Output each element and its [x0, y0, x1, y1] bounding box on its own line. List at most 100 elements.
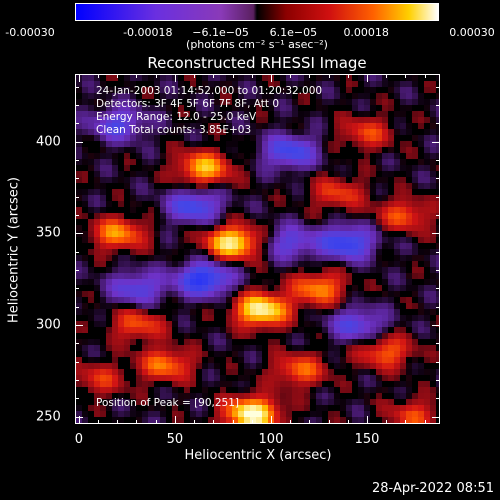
heatmap-cell	[340, 375, 346, 381]
heatmap-cell	[274, 249, 280, 255]
heatmap-cell	[160, 171, 166, 177]
heatmap-cell	[346, 243, 352, 249]
heatmap-cell	[190, 141, 196, 147]
axis-tick-mark	[436, 306, 440, 308]
heatmap-cell	[202, 417, 208, 423]
heatmap-cell	[424, 165, 430, 171]
heatmap-cell	[328, 129, 334, 135]
heatmap-cell	[136, 279, 142, 285]
heatmap-cell	[292, 375, 298, 381]
heatmap-cell	[436, 369, 439, 375]
heatmap-cell	[358, 207, 364, 213]
heatmap-cell	[112, 255, 118, 261]
heatmap-cell	[370, 75, 376, 81]
heatmap-cell	[280, 393, 286, 399]
heatmap-cell	[310, 291, 316, 297]
heatmap-cell	[298, 297, 304, 303]
heatmap-cell	[154, 195, 160, 201]
heatmap-cell	[418, 315, 424, 321]
axis-tick-mark	[75, 416, 83, 418]
heatmap-cell	[136, 243, 142, 249]
heatmap-cell	[184, 123, 190, 129]
heatmap-cell	[208, 333, 214, 339]
heatmap-cell	[406, 339, 412, 345]
heatmap-cell	[418, 99, 424, 105]
heatmap-cell	[178, 369, 184, 375]
heatmap-cell	[370, 387, 376, 393]
heatmap-cell	[76, 93, 82, 99]
heatmap-cell	[376, 213, 382, 219]
heatmap-cell	[106, 291, 112, 297]
heatmap-cell	[400, 387, 406, 393]
heatmap-cell	[238, 363, 244, 369]
heatmap-cell	[196, 81, 202, 87]
heatmap-cell	[304, 375, 310, 381]
heatmap-cell	[136, 351, 142, 357]
heatmap-cell	[154, 201, 160, 207]
heatmap-cell	[154, 261, 160, 267]
heatmap-cell	[160, 249, 166, 255]
heatmap-cell	[322, 321, 328, 327]
heatmap-cell	[118, 339, 124, 345]
heatmap-cell	[184, 87, 190, 93]
heatmap-cell	[430, 189, 436, 195]
heatmap-cell	[334, 261, 340, 267]
heatmap-cell	[202, 279, 208, 285]
heatmap-cell	[118, 141, 124, 147]
heatmap-cell	[376, 195, 382, 201]
heatmap-cell	[220, 153, 226, 159]
heatmap-cell	[328, 339, 334, 345]
heatmap-cell	[388, 345, 394, 351]
heatmap-cell	[82, 291, 88, 297]
heatmap-cell	[220, 327, 226, 333]
heatmap-cell	[286, 399, 292, 405]
heatmap-cell	[400, 345, 406, 351]
heatmap-cell	[202, 399, 208, 405]
axis-tick-mark	[136, 420, 138, 424]
heatmap-cell	[250, 99, 256, 105]
heatmap-cell	[388, 219, 394, 225]
heatmap-cell	[112, 351, 118, 357]
heatmap-cell	[220, 87, 226, 93]
heatmap-cell	[232, 309, 238, 315]
heatmap-cell	[214, 327, 220, 333]
heatmap-cell	[88, 237, 94, 243]
heatmap-cell	[394, 207, 400, 213]
heatmap-cell	[424, 315, 430, 321]
heatmap-cell	[292, 297, 298, 303]
heatmap-cell	[436, 357, 439, 363]
heatmap-cell	[94, 333, 100, 339]
heatmap-cell	[268, 177, 274, 183]
heatmap-cell	[148, 303, 154, 309]
heatmap-cell	[130, 195, 136, 201]
heatmap-cell	[382, 135, 388, 141]
heatmap-cell	[142, 285, 148, 291]
heatmap-cell	[400, 75, 406, 81]
heatmap-cell	[136, 87, 142, 93]
heatmap-cell	[232, 81, 238, 87]
heatmap-cell	[298, 315, 304, 321]
heatmap-cell	[262, 147, 268, 153]
heatmap-cell	[292, 279, 298, 285]
heatmap-cell	[196, 135, 202, 141]
heatmap-cell	[328, 399, 334, 405]
heatmap-cell	[82, 369, 88, 375]
heatmap-cell	[280, 237, 286, 243]
heatmap-cell	[100, 237, 106, 243]
heatmap-cell	[346, 201, 352, 207]
heatmap-cell	[136, 315, 142, 321]
heatmap-cell	[406, 279, 412, 285]
heatmap-cell	[238, 165, 244, 171]
heatmap-cell	[340, 315, 346, 321]
heatmap-cell	[244, 141, 250, 147]
heatmap-cell	[316, 147, 322, 153]
heatmap-cell	[184, 141, 190, 147]
heatmap-cell	[280, 267, 286, 273]
heatmap-cell	[400, 141, 406, 147]
heatmap-cell	[352, 255, 358, 261]
heatmap-cell	[424, 195, 430, 201]
heatmap-cell	[334, 303, 340, 309]
heatmap-cell	[220, 207, 226, 213]
heatmap-cell	[394, 159, 400, 165]
axis-tick-mark	[432, 141, 440, 143]
